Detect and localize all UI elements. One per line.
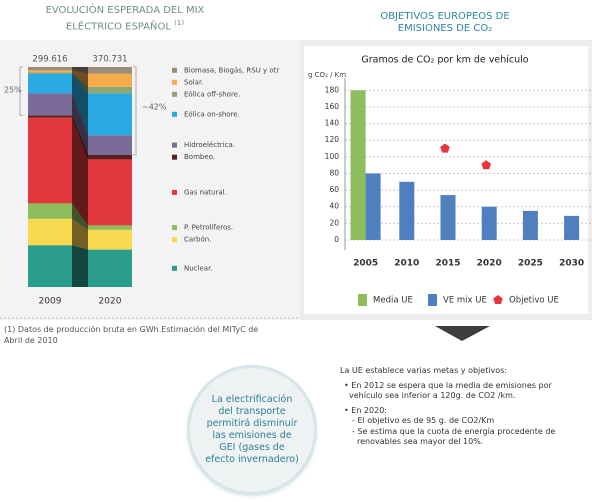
legend-marker — [493, 295, 503, 304]
bar-segment — [88, 67, 132, 74]
legend-label: VE mix UE — [443, 296, 487, 306]
y-tick-label: 120 — [325, 135, 340, 144]
bar-segment — [88, 249, 132, 287]
left-title: EVOLUCIÓN ESPERADA DEL MIX ELÉCTRICO ESP… — [40, 5, 210, 33]
legend-label: Carbón. — [184, 236, 211, 244]
bar-segment — [28, 245, 72, 287]
bar — [399, 181, 415, 240]
bar-segment — [28, 218, 72, 246]
bar-segment — [88, 135, 132, 155]
annotation: ~42% — [142, 103, 167, 112]
legend-label: Gas natural. — [184, 188, 227, 196]
bar-segment — [28, 93, 72, 116]
bar-segment — [28, 72, 72, 74]
intro: La UE establece varias metas y objetivos… — [340, 366, 508, 375]
legend-swatch — [172, 189, 177, 195]
y-axis-label: g CO₂ / Km — [308, 71, 346, 79]
bar-segment — [88, 229, 132, 250]
annotation: 25% — [4, 86, 22, 95]
total-label: 370.731 — [92, 55, 127, 65]
y-tick-label: 0 — [334, 235, 339, 244]
bar-segment — [28, 67, 72, 71]
legend-swatch — [172, 237, 177, 243]
sub-bullet: Se estima que la cuota de energía proced… — [352, 427, 580, 448]
legend-swatch — [428, 294, 437, 306]
legend-label: Hidroeléctrica. — [184, 141, 235, 149]
note-ref: (1) — [174, 19, 185, 27]
target-marker — [481, 160, 491, 170]
callout-text: La electrificación del transporte permit… — [205, 394, 299, 465]
legend-label: P. Petrolíferos. — [184, 224, 233, 232]
bullet: En 2020: — [344, 406, 580, 417]
y-tick-label: 160 — [325, 102, 340, 111]
target-marker — [440, 143, 450, 153]
y-tick-label: 100 — [325, 152, 340, 161]
legend-label: Eólica on-shore. — [184, 110, 240, 118]
bar-segment — [88, 159, 132, 226]
text-block: La UE establece varias metas y objetivos… — [340, 366, 580, 448]
bar — [350, 90, 366, 240]
legend-swatch — [172, 67, 177, 73]
bar-segment — [88, 225, 132, 230]
legend-label: Eólica off-shore. — [184, 90, 240, 98]
legend-swatch — [172, 79, 177, 85]
bar-segment — [28, 117, 72, 204]
x-tick-label: 2010 — [394, 259, 419, 269]
right-plot-bg — [304, 46, 588, 314]
legend-label: Objetivo UE — [509, 296, 559, 306]
x-tick-label: 2015 — [435, 259, 460, 269]
legend-label: Media UE — [373, 296, 413, 306]
legend-label: Nuclear. — [184, 264, 213, 272]
x-tick-label: 2020 — [99, 297, 122, 307]
bar-segment — [28, 73, 72, 94]
chart-title: Gramos de CO₂ por km de vehículo — [361, 55, 528, 66]
legend-swatch — [358, 294, 367, 306]
y-tick-label: 20 — [329, 218, 339, 227]
legend-swatch — [172, 154, 177, 160]
legend-swatch — [172, 91, 177, 97]
bar-segment — [28, 70, 72, 73]
y-tick-label: 180 — [325, 85, 340, 94]
bar-segment — [88, 86, 132, 94]
bar — [440, 195, 456, 240]
x-tick-label: 2025 — [518, 259, 543, 269]
y-tick-label: 80 — [329, 168, 339, 177]
bar — [481, 206, 497, 240]
x-tick-label: 2009 — [39, 297, 62, 307]
bar — [564, 215, 580, 240]
total-label: 299.616 — [32, 55, 67, 65]
bar-segment — [88, 155, 132, 160]
legend-label: Biomasa, Biogás, RSU y otr — [184, 66, 279, 74]
bar-segment — [28, 203, 72, 219]
y-tick-label: 40 — [329, 202, 339, 211]
bar — [365, 173, 381, 240]
right-title: OBJETIVOS EUROPEOS DE EMISIONES DE CO₂ — [380, 11, 510, 34]
bar-segment — [88, 93, 132, 136]
legend-swatch — [172, 111, 177, 117]
x-tick-label: 2005 — [353, 259, 378, 269]
y-tick-label: 60 — [329, 185, 339, 194]
callout-circle: La electrificación del transporte permit… — [190, 368, 314, 492]
x-tick-label: 2020 — [477, 259, 502, 269]
legend-swatch — [172, 142, 177, 148]
bracket — [19, 66, 23, 116]
x-tick-label: 2030 — [559, 259, 584, 269]
footnote: (1) Datos de producción bruta en GWh.Est… — [4, 325, 259, 345]
legend-swatch — [172, 265, 177, 271]
bar-segment — [28, 115, 72, 118]
sub-bullet: El objetivo es de 95 g. de CO2/Km — [352, 416, 580, 427]
legend-label: Solar. — [184, 78, 203, 86]
bullet: En 2012 se espera que la media de emisio… — [344, 381, 580, 402]
title-text: EVOLUCIÓN ESPERADA DEL MIX ELÉCTRICO ESP… — [45, 5, 205, 33]
legend-swatch — [172, 225, 177, 231]
bar — [522, 210, 538, 240]
legend-label: Bombeo. — [184, 153, 215, 161]
connector-shade — [72, 67, 88, 287]
down-arrow — [435, 326, 490, 341]
bar-segment — [88, 73, 132, 87]
y-tick-label: 140 — [325, 119, 340, 128]
bracket — [133, 66, 137, 156]
